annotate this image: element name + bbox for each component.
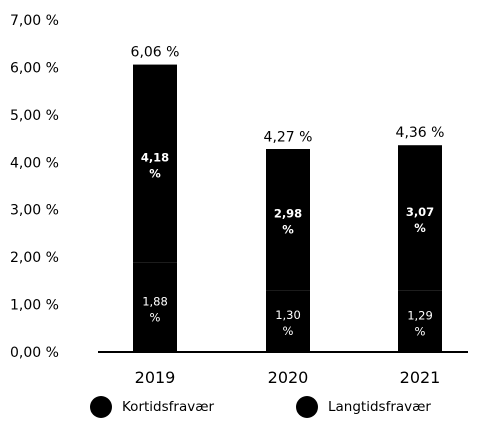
legend-label: Kortidsfravær (122, 399, 215, 415)
segment-value-label: 4,18 (141, 151, 169, 165)
bar-marks (133, 64, 442, 352)
bar-segment-langtidsfravaer (266, 149, 310, 291)
y-tick-label: 4,00 % (10, 155, 59, 171)
y-tick-label: 3,00 % (10, 203, 59, 219)
y-axis-tick-labels: 0,00 % 1,00 % 2,00 % 3,00 % 4,00 % 5,00 % 6,00… (10, 13, 59, 361)
segment-unit-label: % (149, 167, 161, 181)
y-tick-label: 7,00 % (10, 13, 59, 29)
x-axis-tick-labels: 2019 2020 2021 (135, 368, 441, 387)
y-tick-label: 0,00 % (10, 345, 59, 361)
bar-segment-langtidsfravaer (398, 145, 442, 291)
segment-unit-label: % (150, 310, 161, 324)
segment-value-label: 1,88 (142, 294, 168, 308)
bar-segment-langtidsfravaer (133, 64, 177, 263)
segment-unit-label: % (282, 223, 294, 237)
x-tick-label: 2021 (400, 368, 441, 387)
x-tick-label: 2020 (268, 368, 309, 387)
data-labels: 1,88% 4,18% 6,06 % 1,30% 2,98% 4,27 % 1,29% 3,0… (131, 45, 445, 339)
segment-value-label: 3,07 (406, 205, 434, 219)
y-tick-label: 1,00 % (10, 298, 59, 314)
y-tick-label: 5,00 % (10, 108, 59, 124)
segment-value-label: 1,30 (275, 308, 301, 322)
legend-item-kortidsfravaer: Kortidsfravær (90, 396, 214, 418)
legend-item-langtidsfravaer: Langtidsfravær (296, 396, 431, 418)
bar-total-label: 4,27 % (264, 129, 313, 145)
bar-total-label: 4,36 % (396, 125, 445, 141)
x-tick-label: 2019 (135, 368, 176, 387)
segment-unit-label: % (415, 324, 426, 338)
legend: Kortidsfravær Langtidsfravær (0, 396, 477, 418)
stacked-bar-chart: 0,00 % 1,00 % 2,00 % 3,00 % 4,00 % 5,00 % 6,00… (10, 13, 468, 387)
bar-segment-kortidsfravaer (133, 262, 177, 352)
segment-value-label: 1,29 (407, 308, 433, 322)
y-tick-label: 2,00 % (10, 250, 59, 266)
segment-value-label: 2,98 (274, 207, 302, 221)
y-tick-label: 6,00 % (10, 60, 59, 76)
filled-circle-icon (296, 396, 318, 418)
bar-segment-kortidsfravaer (266, 290, 310, 352)
legend-label: Langtidsfravær (328, 399, 431, 415)
bar-segment-kortidsfravaer (398, 290, 442, 352)
segment-unit-label: % (414, 221, 426, 235)
segment-unit-label: % (283, 324, 294, 338)
bar-total-label: 6,06 % (131, 45, 180, 61)
filled-circle-icon (90, 396, 112, 418)
